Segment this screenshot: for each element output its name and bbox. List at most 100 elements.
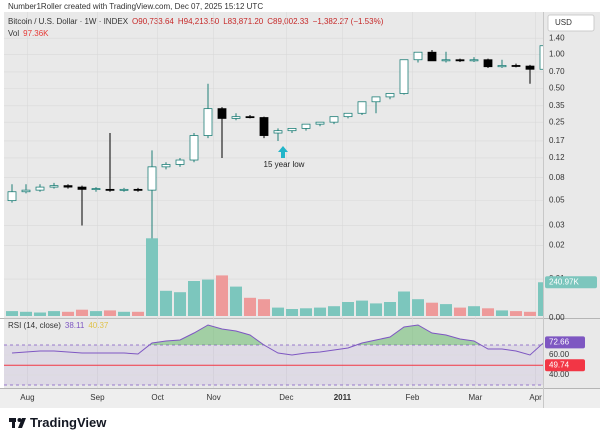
candle-body [343,112,353,118]
credit: Number1Roller created with TradingView.c… [8,2,263,11]
candle-body [63,185,73,188]
volume-bar [90,311,102,316]
logo: TradingView [30,415,107,430]
plot-layer [4,12,543,388]
high: H94,213.50 [178,17,220,26]
volume-bar [174,292,186,316]
y-tick-label: 0.05 [549,196,565,205]
volume-bar [258,299,270,316]
time-axis-background [0,388,600,408]
volume-bar [48,311,60,316]
y-tick-label: 0.02 [549,240,565,249]
x-tick-label: Mar [469,393,483,402]
hline-label: 49.74 [549,360,570,369]
candle-body [245,116,255,119]
candle-body [161,164,171,168]
candle-body [91,188,101,190]
y-tick-label: 40.00 [549,370,570,379]
volume-bar [510,311,522,316]
volume-bar [342,302,354,316]
volume-bar [524,311,536,316]
candle-body [455,59,465,62]
volume-bar [188,281,200,316]
volume-bar [370,303,382,316]
y-tick-label: 0.03 [549,221,565,230]
volume-bar [118,311,130,316]
volume-bar [356,300,368,316]
candle-body [273,130,283,134]
rsi-legend: RSI (14, close) 38.11 40.37 [8,321,109,330]
candle-body [189,135,199,161]
volume-bar [538,282,543,316]
y-tick-label: 0.35 [549,101,565,110]
candle-body [77,186,87,190]
candle-body [441,59,451,62]
open: O90,733.64 [132,17,174,26]
candle-body [231,116,241,119]
candle-body [525,65,535,70]
volume-bar [6,311,18,316]
y-tick-label: 0.08 [549,173,565,182]
candle-body [21,189,31,193]
volume-bar [314,307,326,316]
y-tick-label: 0.17 [549,136,565,145]
volume-bar [132,311,144,316]
volume-bar [146,238,158,316]
rsi-title: RSI (14, close) [8,321,61,330]
candle-body [301,123,311,129]
volume-value: 97.36K [23,29,49,38]
logo-icon [9,418,26,428]
y-tick-label: 1.00 [549,50,565,59]
currency[interactable]: USD [555,18,572,27]
candle-body [105,188,115,191]
symbol: Bitcoin / U.S. Dollar · 1W · INDEX [8,17,129,26]
volume-legend: Vol 97.36K [8,29,49,38]
currency-box[interactable] [547,14,595,32]
x-tick-label: Feb [406,393,420,402]
logo-part [18,418,26,428]
low: L83,871.20 [223,17,264,26]
volume-bar [202,279,214,316]
volume-bar [468,306,480,316]
candle-body [539,45,543,70]
x-tick-label: 2011 [334,393,352,402]
volume-bar [440,304,452,316]
candle-body [287,128,297,132]
symbol-line: Bitcoin / U.S. Dollar · 1W · INDEX O90,73… [8,17,384,26]
candle-body [427,51,437,62]
value-label: 240.97K [549,277,579,286]
rsi-line [11,324,543,356]
candle-body [7,191,17,202]
last-value-label: 72.66 [549,337,570,346]
volume-bar [104,310,116,316]
y-tick-label: 0.50 [549,83,565,92]
volume-bar [286,309,298,316]
candle-body [371,96,381,103]
candle-body [511,65,521,67]
plot-background [4,12,543,388]
candle-body [133,188,143,191]
axis-background [543,12,600,388]
candle-body [217,108,227,119]
candle-body [399,59,409,94]
volume-label: Vol [8,29,19,38]
y-tick-label: 0.70 [549,67,565,76]
volume-bar [160,290,172,316]
volume-bar [34,312,46,316]
volume-bar [216,275,228,316]
candle-body [35,186,45,191]
volume-bar [300,308,312,316]
volume-bar [20,311,32,316]
volume-bar [398,291,410,316]
y-tick-label: 0.12 [549,153,565,162]
overbought-fill [12,325,543,345]
volume-bar [230,286,242,316]
candle-body [315,121,325,125]
logo-part [17,418,22,422]
candle-body [497,65,507,68]
x-tick-label: Apr [529,393,542,402]
x-tick-label: Sep [90,393,105,402]
volume-bar [244,297,256,316]
volume-bar [426,302,438,316]
